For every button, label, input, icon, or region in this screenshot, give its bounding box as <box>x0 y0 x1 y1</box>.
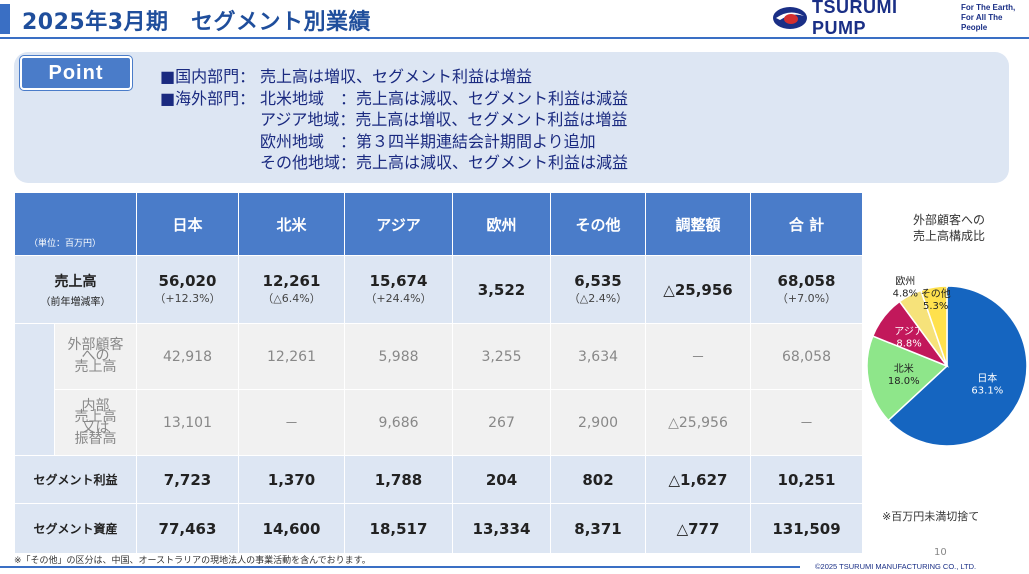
pie-slice <box>887 285 1028 447</box>
table-row-external: 外部顧客 への 売上高 42,918 12,261 5,988 3,255 3,63… <box>14 323 863 456</box>
logo-tagline: For The Earth, For All The People <box>961 3 1016 32</box>
pie-slice-value: 4.8% <box>893 289 918 300</box>
rounding-note: ※百万円未満切捨て <box>882 510 980 523</box>
point-line: 欧州地域 ：第３四半期連結会計期間より追加 <box>260 131 596 151</box>
footnote: ※「その他」の区分は、中国、オーストラリアの現地法人の事業活動を含んでおります。 <box>14 556 371 566</box>
row-label: セグメント資産 <box>14 503 137 554</box>
table-row-internal: 内部 売上高 又は 振替高 13,101 － 9,686 267 2,900 △25,… <box>15 389 863 456</box>
pie-title: 外部顧客への 売上高構成比 <box>912 213 985 243</box>
pie-slice-value: 5.3% <box>923 301 948 312</box>
col-header: その他 <box>550 192 646 256</box>
row-label: 売上高 （前年増減率） <box>14 255 137 324</box>
table-cell: 2,900 <box>550 389 646 456</box>
table-cell: 10,251 <box>750 455 863 504</box>
table-cell: 267 <box>452 389 551 456</box>
point-line: ■海外部門： 北米地域 ：売上高は減収、セグメント利益は減益 <box>160 88 629 108</box>
table-cell: 56,020 （+12.3%） <box>136 255 239 324</box>
title-bar: 2025年3月期 セグメント別業績 TSURUMI PUMP For The E… <box>0 0 1029 39</box>
footer-rule <box>0 566 800 568</box>
table-cell: 5,988 <box>344 323 453 390</box>
pie-slice-value: 18.0% <box>888 376 920 387</box>
page-title: 2025年3月期 セグメント別業績 <box>22 10 372 35</box>
table-header-row: （単位：百万円） 日本 北米 アジア 欧州 その他 調整額 合 計 <box>14 192 863 256</box>
table-cell: 7,723 <box>136 455 239 504</box>
table-cell: △25,956 <box>645 255 751 324</box>
row-label: 内部 売上高 又は 振替高 <box>54 389 137 456</box>
table-cell: 77,463 <box>136 503 239 554</box>
pie-slice-label: 北米 <box>894 362 914 375</box>
pie-slice-label: アジア <box>894 327 924 338</box>
table-row-seg-profit: セグメント利益 7,723 1,370 1,788 204 802 △1,627… <box>14 455 863 504</box>
table-cell: 1,788 <box>344 455 453 504</box>
table-cell: 3,255 <box>452 323 551 390</box>
title-rule <box>0 37 1029 39</box>
row-label: セグメント利益 <box>14 455 137 504</box>
table-cell: 13,101 <box>136 389 239 456</box>
table-cell: － <box>750 389 863 456</box>
table-cell: 12,261 <box>238 323 345 390</box>
table-cell: 1,370 <box>238 455 345 504</box>
table-cell: 8,371 <box>550 503 646 554</box>
company-logo: TSURUMI PUMP For The Earth, For All The … <box>772 0 1029 38</box>
pie-slice-label: その他 <box>921 287 951 300</box>
col-header: 欧州 <box>452 192 551 256</box>
table-cell: 9,686 <box>344 389 453 456</box>
unit-label: （単位：百万円） <box>14 192 137 256</box>
pie-slice-label: 日本 <box>977 372 997 385</box>
table-cell: 802 <box>550 455 646 504</box>
point-line: その他地域：売上高は減収、セグメント利益は減益 <box>260 153 629 172</box>
table-cell: 12,261 （△6.4%） <box>238 255 345 324</box>
pie-slice-value: 8.8% <box>896 339 921 350</box>
table-cell: 6,535 （△2.4%） <box>550 255 646 324</box>
table-cell: △25,956 <box>645 389 751 456</box>
table-cell: 204 <box>452 455 551 504</box>
table-cell: 131,509 <box>750 503 863 554</box>
point-lines: ■国内部門： 売上高は増収、セグメント利益は増益 ■海外部門： 北米地域 ：売上高は… <box>160 66 628 174</box>
col-header: 調整額 <box>645 192 751 256</box>
table-cell: 68,058 （+7.0%） <box>750 255 863 324</box>
table-cell: － <box>238 389 345 456</box>
col-header: 合 計 <box>750 192 863 256</box>
table-cell: △777 <box>645 503 751 554</box>
segment-table: （単位：百万円） 日本 北米 アジア 欧州 その他 調整額 合 計 売上高 （前年… <box>14 192 863 554</box>
pie-slice <box>919 285 948 367</box>
table-row-seg-assets: セグメント資産 77,463 14,600 18,517 13,334 8,37… <box>14 503 863 554</box>
logo-mark-icon <box>772 6 808 30</box>
indent-cell <box>14 323 55 456</box>
table-cell: 15,674 （+24.4%） <box>344 255 453 324</box>
col-header: 日本 <box>136 192 239 256</box>
pie-slice <box>866 335 949 422</box>
table-cell: 42,918 <box>136 323 239 390</box>
logo-name: TSURUMI PUMP <box>812 0 898 38</box>
point-box <box>14 52 1009 183</box>
table-cell: 14,600 <box>238 503 345 554</box>
pie-slice-label: 欧州 <box>895 276 915 288</box>
pie-slice-value: 63.1% <box>971 386 1003 397</box>
table-cell: 3,522 <box>452 255 551 324</box>
point-line: アジア地域：売上高は増収、セグメント利益は増益 <box>260 110 628 129</box>
table-cell: 68,058 <box>750 323 863 390</box>
point-line: ■国内部門： 売上高は増収、セグメント利益は増益 <box>160 67 533 86</box>
table-cell: － <box>645 323 751 390</box>
page-number: 10 <box>934 547 947 558</box>
col-header: アジア <box>344 192 453 256</box>
title-accent <box>0 4 10 34</box>
table-cell: 18,517 <box>344 503 453 554</box>
copyright: ©2025 TSURUMI MANUFACTURING CO., LTD. <box>815 562 977 571</box>
col-header: 北米 <box>238 192 345 256</box>
table-row-sales: 売上高 （前年増減率） 56,020 （+12.3%） 12,261 （△6.4%） … <box>14 255 863 324</box>
table-cell: 3,634 <box>550 323 646 390</box>
point-label: Point <box>20 56 132 90</box>
table-cell: 13,334 <box>452 503 551 554</box>
table-cell: △1,627 <box>645 455 751 504</box>
row-label: 外部顧客 への 売上高 <box>54 323 137 390</box>
